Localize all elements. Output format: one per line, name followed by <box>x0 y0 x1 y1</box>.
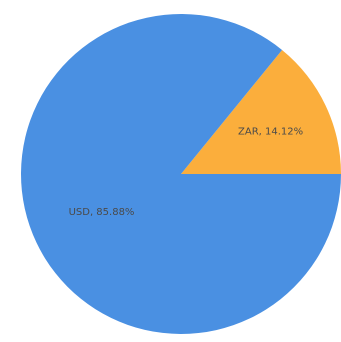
data-label-usd: USD, 85.88% <box>69 207 135 218</box>
pie-slice-zar <box>181 49 341 174</box>
pie-slice-usd <box>21 14 341 335</box>
data-label-zar: ZAR, 14.12% <box>238 126 303 137</box>
